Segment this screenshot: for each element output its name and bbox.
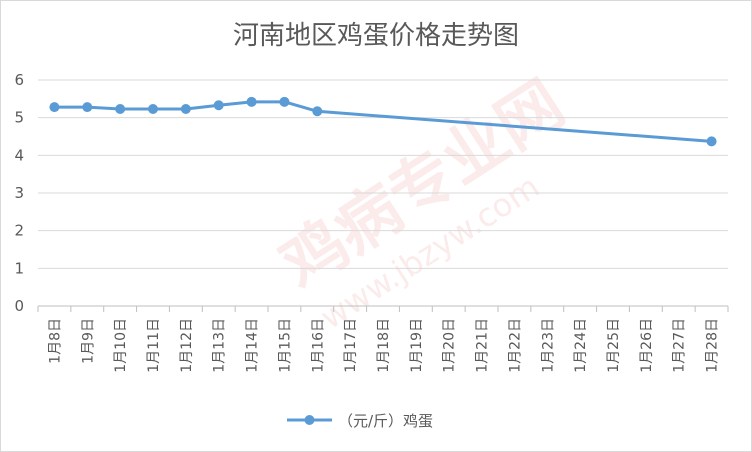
legend: （元/斤）鸡蛋 [287,412,433,430]
x-tick-label: 1月12日 [179,318,195,373]
data-point [279,96,290,107]
data-point [49,102,60,113]
x-tick-label: 1月11日 [146,318,162,373]
x-tick-label: 1月22日 [507,318,523,373]
data-point [246,96,257,107]
x-tick-label: 1月15日 [277,318,293,373]
y-tick-label: 6 [14,71,24,89]
x-tick-label: 1月13日 [212,318,228,373]
x-tick-label: 1月27日 [672,318,688,373]
legend-marker [304,415,315,425]
y-tick-label: 2 [14,222,24,240]
x-tick-label: 1月21日 [475,318,491,373]
data-point [312,106,323,117]
x-tick-label: 1月16日 [310,318,326,373]
gridlines [38,79,728,307]
x-tick-label: 1月23日 [540,318,556,373]
y-tick-label: 3 [14,184,24,202]
x-tick-label: 1月8日 [47,318,63,364]
chart-title: 河南地区鸡蛋价格走势图 [233,21,519,51]
data-point [180,104,191,115]
y-axis-ticks: 0 1 2 3 4 5 6 [14,71,24,315]
x-tick-label: 1月19日 [409,318,425,373]
series-line-0 [52,100,714,143]
x-tick-label: 1月24日 [573,318,589,373]
x-tick-label: 1月17日 [343,318,359,373]
x-tick-label: 1月14日 [245,318,261,373]
y-tick-label: 1 [14,259,24,277]
x-tick-label: 1月10日 [113,318,129,373]
data-point [148,104,158,115]
x-tick-label: 1月9日 [80,318,96,364]
data-point [213,100,224,111]
x-tick-label: 1月28日 [705,318,721,373]
data-point [115,104,126,115]
y-tick-label: 5 [14,109,24,127]
x-axis-ticks: 1月8日 1月9日 1月10日 1月11日 1月12日 1月13日 1月14日 1月15日 1月… [37,306,729,373]
series-layer [49,96,717,147]
x-tick-label: 1月20日 [442,318,458,373]
data-point [82,102,93,113]
x-tick-label: 1月18日 [376,318,392,373]
y-tick-label: 4 [14,146,24,164]
legend-label: （元/斤）鸡蛋 [338,412,433,430]
y-tick-label: 0 [14,297,24,315]
x-tick-label: 1月25日 [606,318,622,373]
data-point [706,136,717,147]
x-tick-label: 1月26日 [639,318,655,373]
